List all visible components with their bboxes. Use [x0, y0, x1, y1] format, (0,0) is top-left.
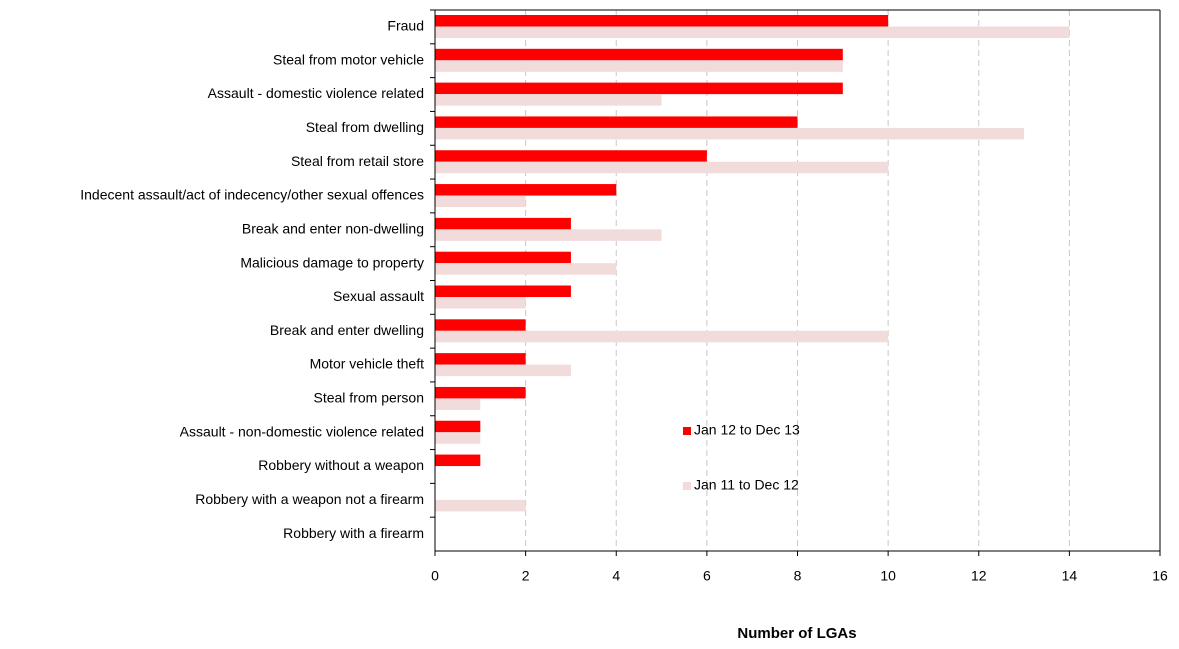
x-tick-label: 16 [1152, 568, 1168, 584]
bar [435, 82, 843, 95]
y-tick-label: Motor vehicle theft [310, 356, 424, 372]
bar [435, 263, 617, 275]
bar [435, 161, 889, 174]
bar [435, 48, 843, 61]
x-axis-title: Number of LGAs [737, 625, 856, 642]
bar [435, 353, 526, 365]
x-tick-label: 14 [1062, 568, 1078, 584]
y-tick-label: Steal from person [314, 390, 425, 406]
x-tick-label: 6 [703, 568, 711, 584]
bar [435, 330, 889, 343]
x-tick-label: 4 [612, 568, 620, 584]
bar [435, 60, 843, 72]
y-tick-label: Steal from motor vehicle [273, 51, 424, 67]
bar [435, 251, 571, 264]
y-tick-label: Assault - domestic violence related [208, 85, 424, 101]
bar [435, 454, 481, 467]
y-tick-label: Malicious damage to property [240, 254, 424, 270]
bar [435, 195, 526, 208]
y-tick-label: Steal from retail store [291, 153, 424, 169]
bar [435, 285, 571, 297]
y-tick-label: Robbery without a weapon [258, 457, 424, 473]
x-tick-label: 0 [431, 568, 439, 584]
bar [435, 297, 526, 309]
bar [435, 15, 889, 27]
bar [435, 386, 526, 399]
y-tick-label: Assault - non-domestic violence related [180, 423, 424, 439]
bar [435, 319, 526, 331]
bar [435, 420, 481, 433]
legend-swatch [683, 482, 691, 490]
legend-label: Jan 11 to Dec 12 [694, 477, 799, 493]
y-tick-label: Robbery with a weapon not a firearm [195, 491, 424, 507]
legend-label: Jan 12 to Dec 13 [694, 422, 800, 438]
y-tick-label: Steal from dwelling [306, 119, 424, 135]
y-tick-label: Fraud [387, 18, 424, 34]
bar [435, 127, 1025, 140]
x-tick-label: 8 [794, 568, 802, 584]
bar [435, 150, 707, 162]
bar [435, 116, 798, 128]
bar [435, 26, 1070, 38]
bar [435, 432, 481, 444]
y-tick-label: Robbery with a firearm [283, 525, 424, 541]
bar [435, 94, 662, 106]
y-tick-label: Break and enter dwelling [270, 322, 424, 338]
bar [435, 217, 571, 230]
x-tick-label: 10 [880, 568, 896, 584]
bar [435, 364, 571, 377]
bar [435, 229, 662, 241]
x-tick-label: 2 [522, 568, 530, 584]
bar [435, 499, 526, 512]
bar [435, 398, 481, 410]
y-tick-label: Sexual assault [333, 288, 424, 304]
legend-swatch [683, 427, 691, 435]
x-tick-label: 12 [971, 568, 987, 584]
y-tick-label: Indecent assault/act of indecency/other … [80, 187, 424, 203]
y-tick-label: Break and enter non-dwelling [242, 220, 424, 236]
bar [435, 184, 617, 196]
